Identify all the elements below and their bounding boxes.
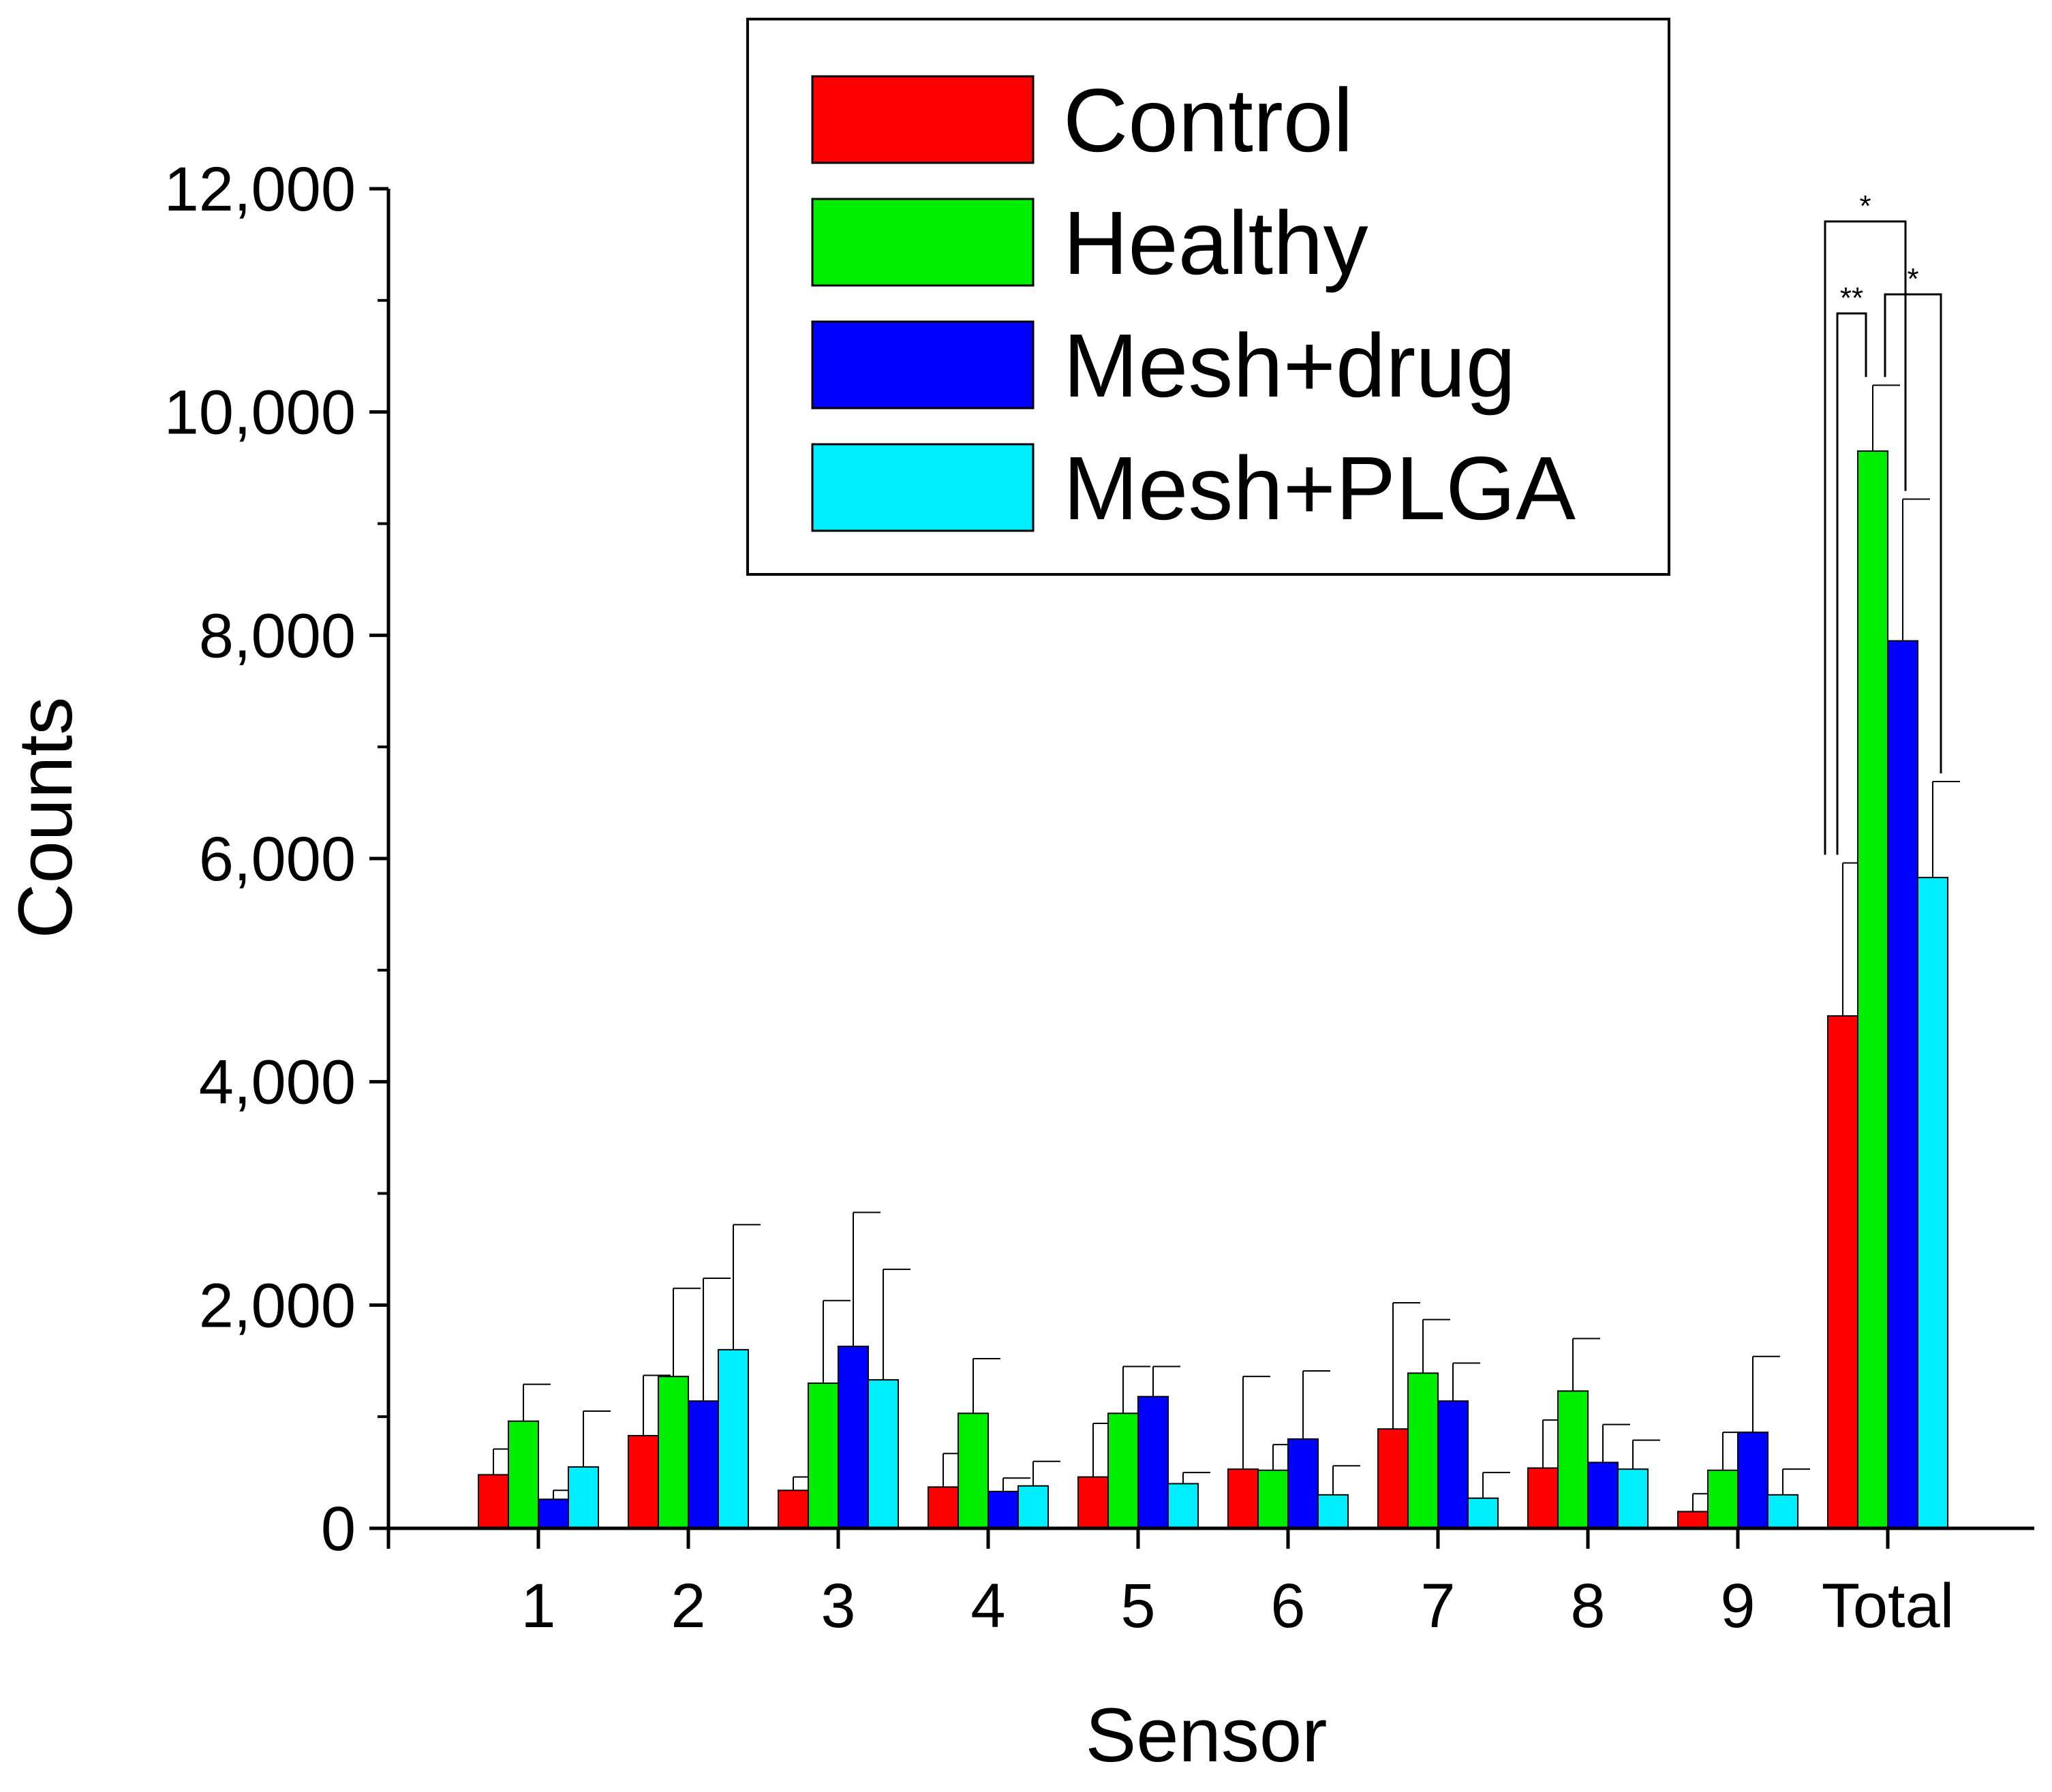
significance-bracket [1884, 293, 1942, 773]
significance-bracket [1836, 312, 1867, 855]
bar-mesh-plga [1167, 1483, 1199, 1529]
bar-mesh-drug [688, 1400, 719, 1529]
bar-mesh-plga [1917, 876, 1948, 1529]
bar-mesh-drug [538, 1498, 569, 1529]
bar-control [1227, 1468, 1259, 1529]
bar-control [1527, 1467, 1559, 1530]
bar-mesh-plga [568, 1466, 599, 1529]
bar-mesh-plga [868, 1379, 899, 1530]
legend-label-mesh-plga: Mesh+PLGA [1063, 438, 1576, 538]
x-tick-label: 1 [521, 1571, 555, 1641]
y-tick-label: 8,000 [199, 601, 356, 670]
x-tick-label: 6 [1270, 1571, 1305, 1641]
x-axis: 1 2 3 4 5 6 7 8 9 Total [386, 1526, 2034, 1641]
bar-healthy [508, 1420, 539, 1529]
bar-mesh-drug [1287, 1438, 1319, 1530]
bar-control [478, 1474, 509, 1530]
bar-healthy [958, 1412, 989, 1530]
bar-control [1677, 1511, 1709, 1530]
bar-healthy [1557, 1390, 1589, 1529]
bar-mesh-plga [1767, 1494, 1798, 1530]
plot-area [478, 384, 1960, 1530]
bar-healthy [1257, 1469, 1289, 1529]
bar-mesh-drug [1437, 1400, 1469, 1529]
legend-swatch-healthy [811, 198, 1035, 287]
bar-mesh-drug [987, 1490, 1019, 1530]
legend-swatch-mesh-drug [811, 320, 1035, 410]
bar-control [1077, 1476, 1109, 1530]
bar-healthy [1107, 1412, 1139, 1530]
bar-healthy [658, 1376, 689, 1529]
x-tick-label: Total [1822, 1571, 1954, 1641]
bar-mesh-drug [1137, 1395, 1169, 1530]
x-tick-label: 7 [1420, 1571, 1455, 1641]
bar-mesh-plga [718, 1348, 749, 1530]
significance-brackets: **** [1824, 189, 1942, 855]
significance-label: * [1859, 189, 1871, 223]
y-tick-label: 2,000 [199, 1271, 356, 1340]
bar-healthy [1407, 1372, 1439, 1529]
y-tick-label: 12,000 [164, 155, 356, 224]
legend-label-mesh-drug: Mesh+drug [1063, 315, 1516, 416]
bar-mesh-plga [1467, 1497, 1499, 1529]
significance-bracket [1824, 220, 1907, 855]
bar-healthy [1707, 1469, 1739, 1529]
x-tick-label: 2 [671, 1571, 705, 1641]
bar-control [628, 1435, 659, 1529]
bar-healthy [808, 1382, 839, 1530]
legend-swatch-control [811, 75, 1035, 164]
bar-control [1377, 1428, 1409, 1529]
bar-mesh-drug [1887, 640, 1918, 1529]
bar-control [928, 1486, 959, 1529]
bar-healthy [1857, 450, 1888, 1530]
significance-label: ** [1840, 281, 1863, 315]
x-tick-label: 8 [1570, 1571, 1605, 1641]
x-tick-label: 5 [1120, 1571, 1155, 1641]
bar-mesh-plga [1317, 1494, 1349, 1530]
bar-mesh-plga [1017, 1485, 1049, 1530]
y-tick-label: 0 [321, 1494, 356, 1564]
bar-control [1827, 1015, 1858, 1529]
x-axis-title: Sensor [1086, 1693, 1328, 1778]
legend-label-healthy: Healthy [1063, 193, 1368, 293]
y-tick-label: 10,000 [164, 378, 356, 448]
legend-swatch-mesh-plga [811, 443, 1035, 532]
bar-mesh-drug [1587, 1462, 1619, 1530]
bar-mesh-drug [1737, 1432, 1768, 1529]
bar-mesh-drug [838, 1345, 869, 1529]
legend: Control Healthy Mesh+drug Mesh+PLGA [746, 18, 1670, 576]
y-tick-label: 4,000 [199, 1048, 356, 1117]
legend-label-control: Control [1063, 70, 1353, 170]
x-tick-label: 9 [1720, 1571, 1755, 1641]
x-tick-label: 4 [970, 1571, 1005, 1641]
bar-mesh-plga [1617, 1468, 1649, 1529]
significance-label: * [1907, 262, 1918, 296]
y-axis: 0 2,000 4,000 6,000 8,000 10,000 12,000 [164, 155, 391, 1564]
bar-control [778, 1489, 809, 1529]
y-axis-title: Counts [3, 697, 88, 939]
y-tick-label: 6,000 [199, 824, 356, 894]
x-tick-label: 3 [821, 1571, 855, 1641]
